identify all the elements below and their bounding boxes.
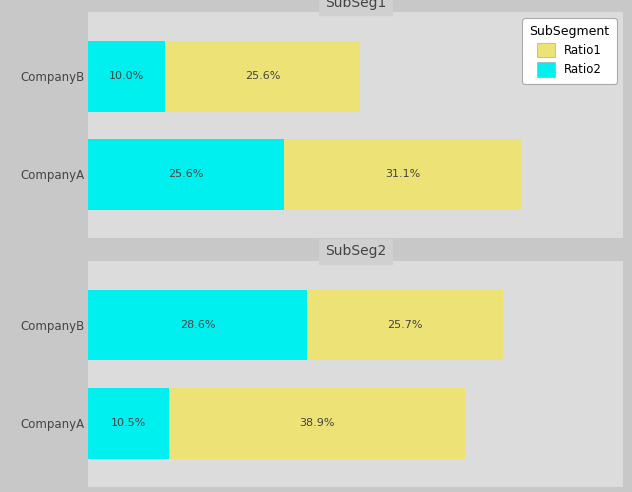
Text: 10.0%: 10.0%	[109, 71, 144, 81]
Text: 25.6%: 25.6%	[245, 71, 280, 81]
Text: 31.1%: 31.1%	[385, 169, 420, 180]
Text: 28.6%: 28.6%	[180, 320, 216, 330]
Title: SubSeg2: SubSeg2	[325, 245, 386, 258]
Bar	[88, 139, 284, 210]
Text: 10.5%: 10.5%	[111, 418, 146, 428]
Bar	[307, 289, 502, 360]
Title: SubSeg1: SubSeg1	[325, 0, 386, 10]
Bar	[169, 388, 465, 459]
Bar	[284, 139, 521, 210]
Text: 25.6%: 25.6%	[169, 169, 204, 180]
Legend: Ratio1, Ratio2: Ratio1, Ratio2	[522, 18, 617, 84]
Bar	[88, 289, 307, 360]
Bar	[88, 41, 165, 112]
Bar	[165, 41, 360, 112]
Bar	[88, 388, 169, 459]
Text: 25.7%: 25.7%	[387, 320, 422, 330]
Text: 38.9%: 38.9%	[299, 418, 335, 428]
